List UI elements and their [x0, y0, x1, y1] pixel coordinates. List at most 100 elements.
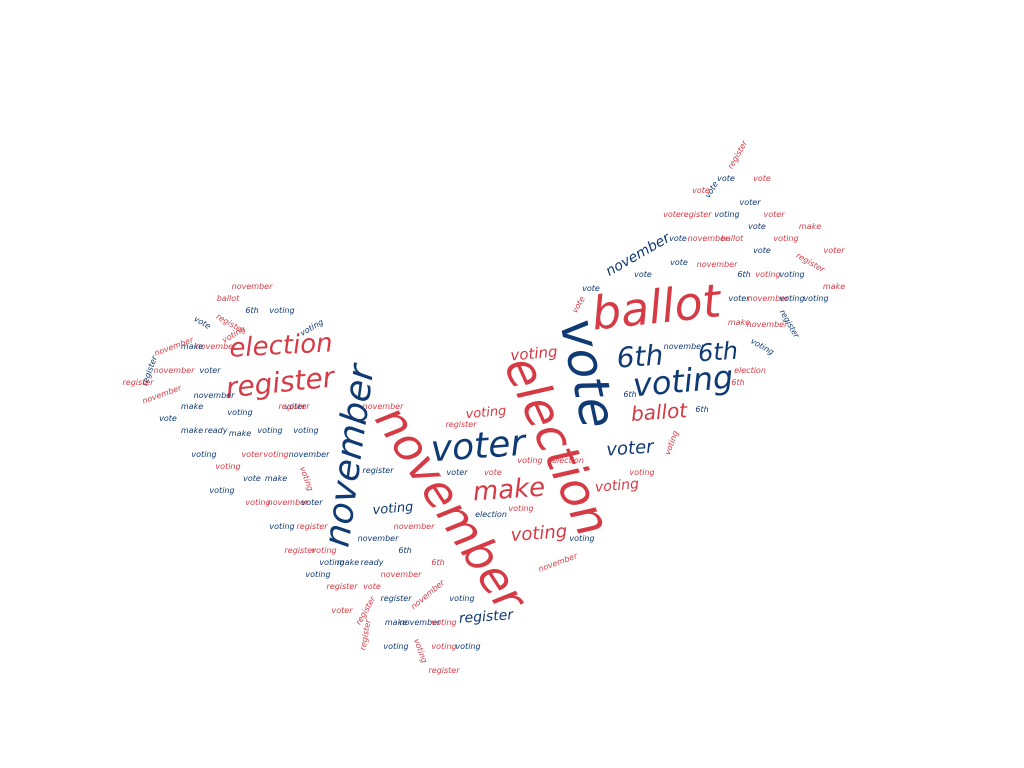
cloud-word: november	[399, 618, 441, 627]
cloud-word: november	[193, 391, 235, 400]
cloud-word: vote	[484, 468, 502, 477]
cloud-word: election	[734, 366, 766, 375]
cloud-word: voting	[293, 426, 319, 435]
cloud-word: november	[288, 450, 330, 459]
cloud-word: vote	[670, 258, 688, 267]
cloud-word: register	[458, 607, 514, 627]
cloud-word: make	[471, 472, 547, 508]
cloud-word: 6th	[398, 546, 412, 555]
cloud-word: 6th	[615, 338, 665, 375]
cloud-word: voting	[455, 642, 481, 651]
cloud-word: voting	[663, 429, 681, 457]
cloud-word: voting	[803, 294, 829, 303]
cloud-word: register	[428, 666, 460, 675]
cloud-word: voting	[431, 642, 457, 651]
cloud-word: voting	[245, 498, 271, 507]
cloud-word: voting	[569, 534, 595, 543]
cloud-word: voting	[449, 594, 475, 603]
cloud-word: register	[122, 378, 154, 387]
cloud-word: election	[552, 456, 584, 465]
cloud-word: vote	[159, 414, 177, 423]
cloud-word: register	[362, 466, 394, 475]
cloud-word: make	[822, 282, 846, 291]
cloud-word: make	[336, 558, 360, 567]
cloud-word: voting	[269, 522, 295, 531]
cloud-word: voting	[779, 270, 805, 279]
cloud-word: register	[326, 582, 358, 591]
cloud-word: voting	[779, 294, 805, 303]
cloud-word: voting	[257, 426, 283, 435]
cloud-word: voter	[739, 198, 761, 207]
cloud-word: vote	[363, 582, 381, 591]
cloud-word: november	[141, 383, 183, 406]
cloud-word: register	[380, 594, 412, 603]
cloud-word: voter	[301, 498, 323, 507]
cloud-word: 6th	[695, 405, 709, 414]
cloud-word: november	[409, 578, 447, 612]
cloud-word: election	[228, 328, 334, 364]
cloud-word: voter	[199, 366, 221, 375]
cloud-word: register	[445, 420, 477, 429]
cloud-word: voting	[510, 521, 568, 546]
cloud-word: voting	[594, 476, 640, 496]
cloud-word: voting	[629, 468, 655, 477]
cloud-word: register	[278, 402, 310, 411]
cloud-word: voting	[215, 462, 241, 471]
cloud-word: register	[680, 210, 712, 219]
cloud-word: november	[747, 294, 789, 303]
cloud-word: november	[153, 366, 195, 375]
cloud-word: election	[475, 510, 507, 519]
cloud-word: voter	[763, 210, 785, 219]
cloud-word: vote	[192, 314, 213, 331]
cloud-word: vote	[570, 294, 587, 315]
cloud-word: voter	[728, 294, 750, 303]
cloud-word: voting	[714, 210, 740, 219]
cloud-word: voter	[605, 436, 655, 461]
cloud-word: vote	[582, 284, 600, 293]
cloud-word: voting	[319, 558, 345, 567]
cloud-word: 6th	[245, 306, 259, 315]
cloud-word: voting	[773, 234, 799, 243]
cloud-word: make	[180, 402, 204, 411]
cloud-word: voter	[446, 468, 468, 477]
cloud-word: voting	[227, 408, 253, 417]
cloud-word: voting	[517, 456, 543, 465]
cloud-word: voting	[269, 306, 295, 315]
cloud-word: voter	[331, 606, 353, 615]
cloud-word: make	[264, 474, 288, 483]
cloud-word: november	[393, 522, 435, 531]
cloud-word: vote	[634, 270, 652, 279]
cloud-word: make	[727, 318, 751, 327]
cloud-word: november	[362, 402, 404, 411]
cloud-word: vote	[692, 186, 710, 195]
cloud-word: 6th	[623, 390, 637, 399]
cloud-word: voting	[755, 270, 781, 279]
cloud-word: vote	[748, 222, 766, 231]
cloud-word: voting	[311, 546, 337, 555]
cloud-word: 6th	[431, 558, 445, 567]
cloud-word: make	[180, 426, 204, 435]
cloud-word: voting	[263, 450, 289, 459]
cloud-word: voting	[508, 504, 534, 513]
cloud-word: voting	[464, 403, 508, 423]
cloud-word: ballot	[630, 398, 688, 426]
cloud-word: voter	[284, 402, 306, 411]
cloud-word: register	[224, 360, 336, 405]
cloud-word: november	[231, 282, 273, 291]
cloud-word: voter	[241, 450, 263, 459]
cloud-word: november	[267, 498, 309, 507]
cloud-word: voter	[823, 246, 845, 255]
cloud-word: ballot	[216, 294, 240, 303]
cloud-word: voting	[305, 570, 331, 579]
cloud-word: november	[663, 342, 705, 351]
cloud-word: voter	[429, 422, 527, 471]
cloud-word: vote	[753, 174, 771, 183]
cloud-word: ballot	[720, 234, 744, 243]
cloud-word: voting	[411, 637, 429, 665]
cloud-word: make	[228, 429, 252, 438]
cloud-word: make	[384, 618, 408, 627]
cloud-word: register	[725, 139, 750, 171]
cloud-word: 6th	[737, 270, 751, 279]
cloud-word: november	[537, 551, 579, 574]
